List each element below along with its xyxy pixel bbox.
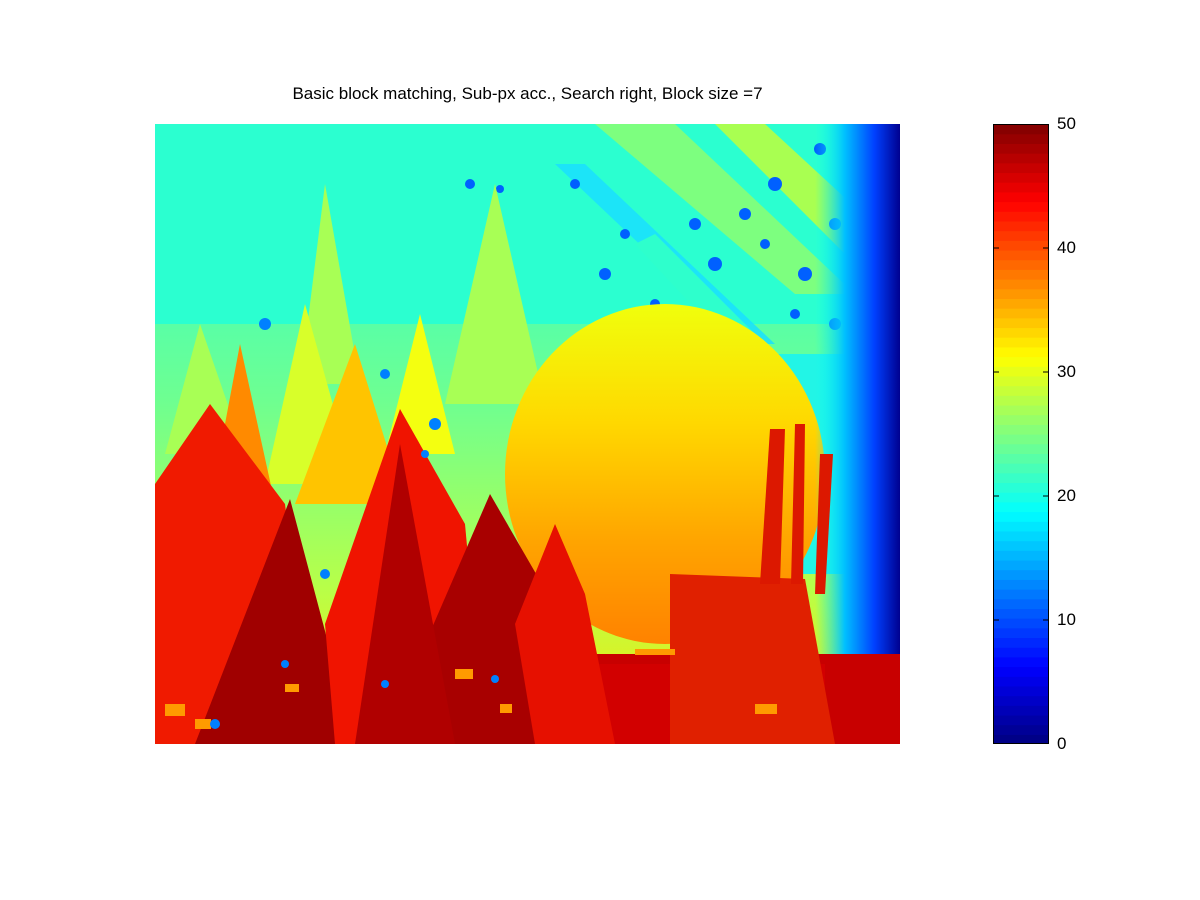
colorbar-segment <box>993 259 1049 270</box>
colorbar-segment <box>993 685 1049 697</box>
colorbar-segment <box>993 230 1049 241</box>
colorbar-segment <box>993 124 1049 135</box>
colorbar-tick-label: 0 <box>1057 734 1067 753</box>
colorbar-segment <box>993 618 1049 629</box>
colorbar-segment <box>993 676 1049 687</box>
colorbar-segment <box>993 211 1049 222</box>
colorbar-segment <box>993 521 1049 532</box>
colorbar-segment <box>993 346 1049 358</box>
colorbar-segment <box>993 443 1049 454</box>
colorbar-segment <box>993 492 1049 503</box>
colorbar-segment <box>993 734 1049 744</box>
colorbar-segment <box>993 385 1049 396</box>
colorbar-segment <box>993 162 1049 174</box>
colorbar-tick-label: 50 <box>1057 114 1076 133</box>
colorbar-segment <box>993 375 1049 387</box>
colorbar-segment <box>993 288 1049 299</box>
colorbar-segment <box>993 656 1049 668</box>
colorbar-segment <box>993 666 1049 677</box>
colorbar-segment <box>993 550 1049 561</box>
colorbar-segment <box>993 559 1049 571</box>
colorbar-segment <box>993 317 1049 329</box>
colorbar-segment <box>993 172 1049 183</box>
colorbar-segment <box>993 637 1049 648</box>
colorbar-tick-label: 20 <box>1057 486 1076 505</box>
region-center-sphere <box>505 304 825 644</box>
colorbar-segment <box>993 240 1049 251</box>
colorbar-segment <box>993 356 1049 367</box>
region-back-cones <box>165 184 545 454</box>
colorbar-segment <box>993 695 1049 706</box>
colorbar-segment <box>993 453 1049 464</box>
colorbar-segment <box>993 434 1049 445</box>
colorbar-segment <box>993 579 1049 590</box>
colorbar-tick-label: 40 <box>1057 238 1076 257</box>
region-right-edge <box>815 124 900 744</box>
colorbar-segment <box>993 249 1049 261</box>
colorbar-segment <box>993 511 1049 522</box>
colorbar-segment <box>993 598 1049 609</box>
disparity-map <box>155 124 900 744</box>
region-sticks <box>760 424 833 594</box>
region-noise-blue <box>210 318 499 729</box>
colorbar-segment <box>993 482 1049 493</box>
colorbar-segment <box>993 540 1049 551</box>
colorbar-segment <box>993 627 1049 639</box>
region-front-cones <box>155 404 615 744</box>
colorbar-tick-label: 10 <box>1057 610 1076 629</box>
colorbar-segment <box>993 705 1049 716</box>
colorbar-segment <box>993 220 1049 232</box>
colorbar-segment <box>993 133 1049 144</box>
colorbar-tick-label: 30 <box>1057 362 1076 381</box>
colorbar-segment <box>993 414 1049 425</box>
colorbar-segment <box>993 308 1049 319</box>
colorbar-segment <box>993 191 1049 203</box>
colorbar-segment <box>993 589 1049 600</box>
colorbar-segment <box>993 298 1049 309</box>
colorbar-segment <box>993 201 1049 212</box>
colorbar-segment <box>993 472 1049 484</box>
colorbar-segment <box>993 608 1049 619</box>
colorbar-segment <box>993 327 1049 338</box>
colorbar-border <box>993 124 1049 744</box>
colorbar-segment <box>993 395 1049 406</box>
colorbar-segment <box>993 569 1049 580</box>
colorbar-segment <box>993 182 1049 193</box>
colorbar-segment <box>993 143 1049 154</box>
colorbar-segment <box>993 269 1049 280</box>
colorbar-segment <box>993 724 1049 735</box>
colorbar-segment <box>993 501 1049 513</box>
colorbar-segment <box>993 153 1049 164</box>
colorbar-segment <box>993 424 1049 435</box>
colorbar-segment <box>993 463 1049 474</box>
chart-title: Basic block matching, Sub-px acc., Searc… <box>292 84 763 103</box>
colorbar-segment <box>993 530 1049 542</box>
colorbar-segment <box>993 337 1049 348</box>
colorbar-segment <box>993 366 1049 377</box>
colorbar-segment <box>993 279 1049 290</box>
colorbar-segment <box>993 714 1049 726</box>
region-front-block <box>670 574 835 744</box>
colorbar-segment <box>993 647 1049 658</box>
colorbar <box>993 124 1049 744</box>
region-noise-floor <box>165 649 777 729</box>
colorbar-segment <box>993 404 1049 416</box>
